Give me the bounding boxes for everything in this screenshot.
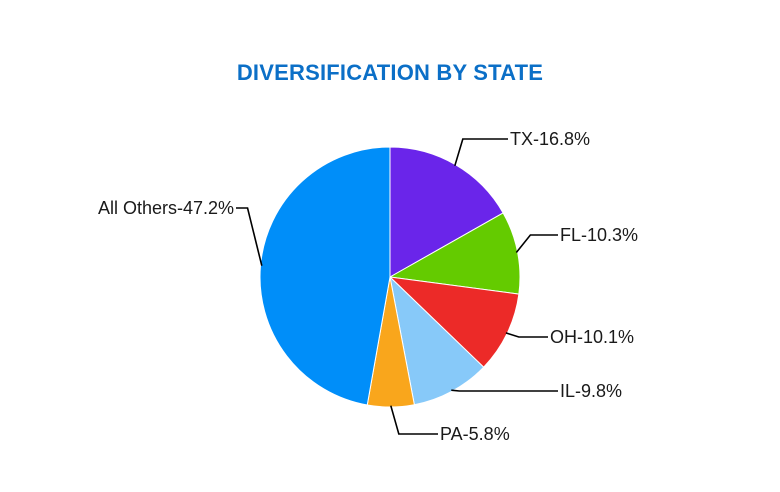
slice-label-il: IL-9.8%: [560, 381, 622, 401]
slice-label-oh: OH-10.1%: [550, 327, 634, 347]
leader-line-fl: [515, 234, 558, 253]
slice-labels: TX-16.8% FL-10.3% OH-10.1% IL-9.8% PA-5.8% Al…: [98, 129, 638, 444]
leader-line-il: [451, 389, 558, 392]
slice-label-fl: FL-10.3%: [560, 225, 638, 245]
slice-label-all-others: All Others-47.2%: [98, 198, 234, 218]
leader-line-all-others: [236, 207, 263, 266]
leader-line-oh: [505, 332, 548, 338]
pie-slice-all-others: [259, 146, 391, 406]
leader-line-pa: [390, 405, 438, 435]
leader-line-tx: [454, 138, 508, 167]
chart-title: DIVERSIFICATION BY STATE: [236, 60, 544, 85]
leader-lines: [236, 138, 558, 435]
slice-label-tx: TX-16.8%: [510, 129, 590, 149]
pie-slices: [259, 146, 521, 408]
pie-slice-il: [389, 275, 485, 406]
slice-label-pa: PA-5.8%: [440, 424, 510, 444]
